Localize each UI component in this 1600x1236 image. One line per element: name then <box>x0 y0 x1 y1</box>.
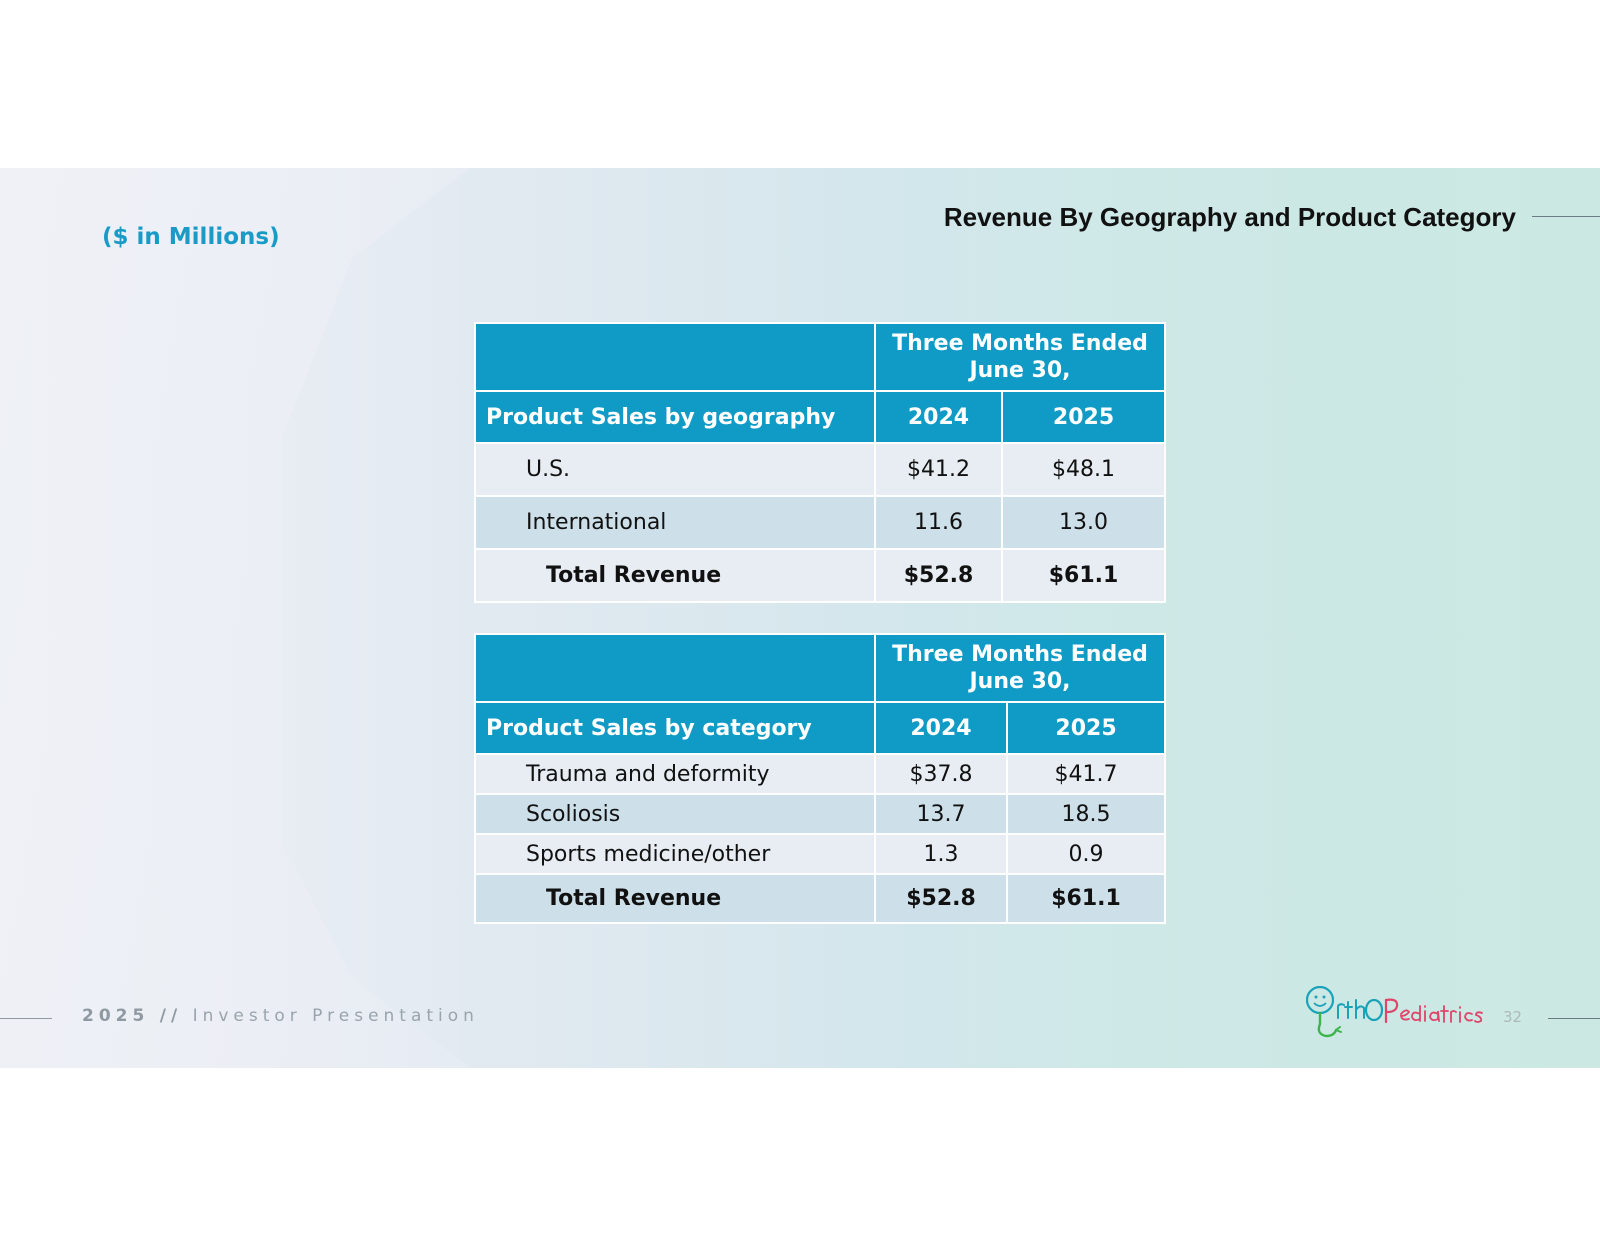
cell-2025: 18.5 <box>1005 793 1167 835</box>
total-label: Total Revenue <box>474 873 876 924</box>
table-row: U.S. $41.2 $48.1 <box>474 442 1167 497</box>
period-header: Three Months Ended June 30, <box>873 322 1167 392</box>
cell-2025: 13.0 <box>1000 495 1167 550</box>
total-row: Total Revenue $52.8 $61.1 <box>474 873 1167 924</box>
cell-2024: $41.2 <box>874 442 1003 497</box>
table-row: International 11.6 13.0 <box>474 495 1167 550</box>
total-2025: $61.1 <box>1005 873 1167 924</box>
row-label: International <box>474 495 876 550</box>
footer-year: 2025 <box>82 1006 150 1026</box>
category-table: Three Months Ended June 30, Product Sale… <box>474 633 1167 924</box>
cell-2024: 1.3 <box>874 833 1008 875</box>
label-header: Product Sales by category <box>474 701 876 755</box>
slide-title: Revenue By Geography and Product Categor… <box>943 202 1516 232</box>
table-row: Trauma and deformity $37.8 $41.7 <box>474 753 1167 795</box>
total-row: Total Revenue $52.8 $61.1 <box>474 548 1167 603</box>
footer-label: 2025 // Investor Presentation <box>82 1006 479 1026</box>
year-header-2024: 2024 <box>874 390 1003 444</box>
table-row: Scoliosis 13.7 18.5 <box>474 793 1167 835</box>
footer-rule-right <box>1548 1018 1600 1019</box>
period-header: Three Months Ended June 30, <box>873 633 1167 703</box>
label-header: Product Sales by geography <box>474 390 876 444</box>
page-number: 32 <box>1503 1008 1523 1026</box>
total-2024: $52.8 <box>874 548 1003 603</box>
cell-2024: $37.8 <box>874 753 1008 795</box>
total-label: Total Revenue <box>474 548 876 603</box>
total-2024: $52.8 <box>874 873 1008 924</box>
units-subtitle: ($ in Millions) <box>102 224 280 250</box>
cell-2025: $41.7 <box>1005 753 1167 795</box>
footer-separator: // <box>159 1006 183 1026</box>
row-label: Sports medicine/other <box>474 833 876 875</box>
total-2025: $61.1 <box>1000 548 1167 603</box>
geography-table: Three Months Ended June 30, Product Sale… <box>474 322 1167 603</box>
year-header-2025: 2025 <box>1005 701 1167 755</box>
cell-2025: 0.9 <box>1005 833 1167 875</box>
year-header-2025: 2025 <box>1000 390 1167 444</box>
footer-title: Investor Presentation <box>192 1006 479 1026</box>
row-label: U.S. <box>474 442 876 497</box>
title-rule <box>1532 216 1600 217</box>
row-label: Scoliosis <box>474 793 876 835</box>
cell-2025: $48.1 <box>1000 442 1167 497</box>
header-blank-cell <box>474 322 876 392</box>
row-label: Trauma and deformity <box>474 753 876 795</box>
background-wedge <box>0 168 470 1068</box>
slide: ($ in Millions) Revenue By Geography and… <box>0 168 1600 1068</box>
orthopediatrics-logo-icon <box>1306 985 1483 1038</box>
footer-rule-left <box>0 1018 52 1019</box>
year-header-2024: 2024 <box>874 701 1008 755</box>
cell-2024: 11.6 <box>874 495 1003 550</box>
table-row: Sports medicine/other 1.3 0.9 <box>474 833 1167 875</box>
header-blank-cell <box>474 633 876 703</box>
cell-2024: 13.7 <box>874 793 1008 835</box>
